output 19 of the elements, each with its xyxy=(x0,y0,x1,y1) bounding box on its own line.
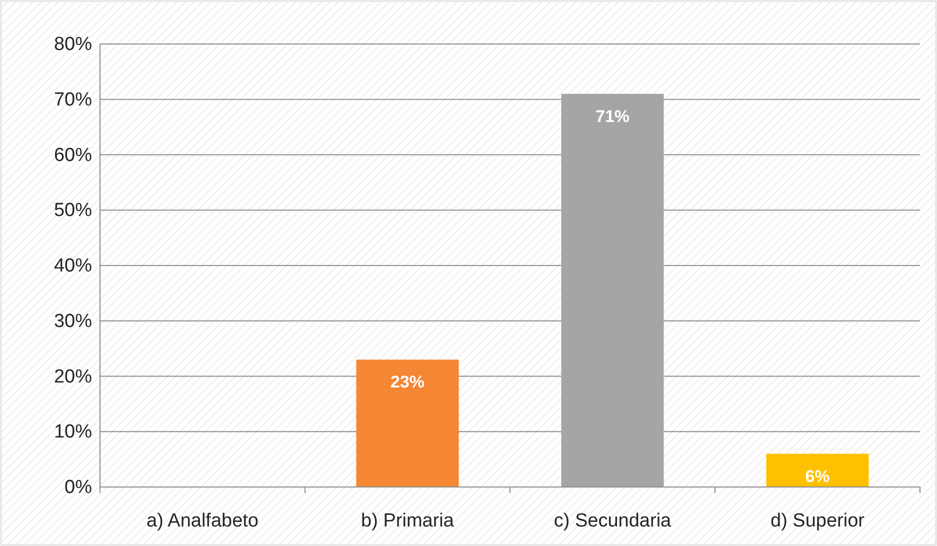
bar xyxy=(766,454,869,487)
x-tick-label: c) Secundaria xyxy=(554,510,672,532)
bar xyxy=(356,360,459,487)
y-tick-label: 60% xyxy=(54,144,92,166)
y-tick-label: 10% xyxy=(54,422,92,443)
y-tick-label: 80% xyxy=(54,34,92,56)
data-label: 6% xyxy=(805,466,830,486)
y-tick-label: 0% xyxy=(64,477,92,498)
y-tick-label: 50% xyxy=(54,200,92,222)
data-label: 71% xyxy=(595,106,630,126)
x-tick-label: d) Superior xyxy=(770,510,866,532)
x-tick-label: b) Primaria xyxy=(361,510,454,532)
y-tick-label: 70% xyxy=(54,89,92,110)
x-tick-label: a) Analfabeto xyxy=(146,510,258,532)
y-tick-label: 40% xyxy=(54,256,92,277)
data-label: 23% xyxy=(390,372,425,392)
y-tick-label: 20% xyxy=(54,366,92,388)
bar xyxy=(561,94,664,487)
y-tick-label: 30% xyxy=(54,310,92,332)
